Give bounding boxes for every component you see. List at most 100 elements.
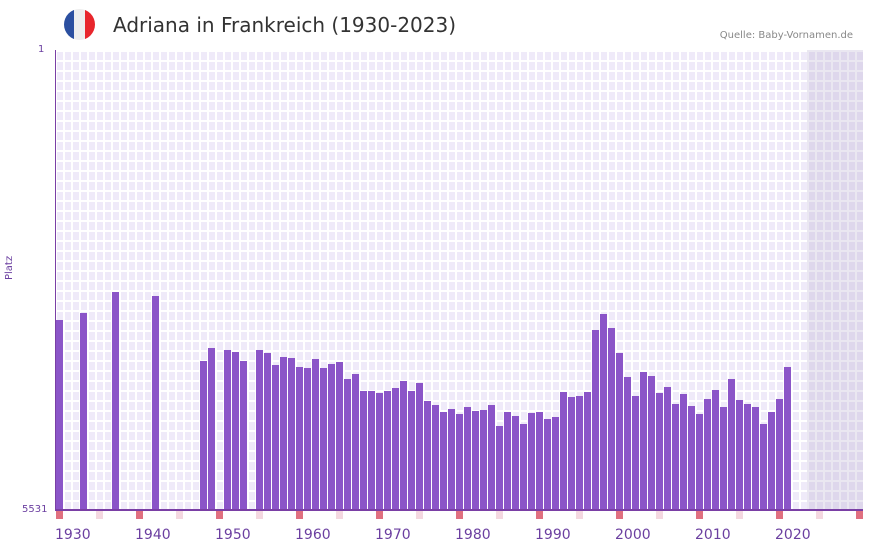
bar-1995[interactable] [576,395,583,510]
bar-1984[interactable] [488,404,495,510]
bar-1948[interactable] [200,360,207,510]
bar-1983[interactable] [480,410,487,510]
x-axis-line [55,509,863,511]
bar-1957[interactable] [272,364,279,510]
bar-2004[interactable] [648,375,655,510]
bar-1964[interactable] [328,363,335,510]
x-tick-1950 [216,511,223,519]
bar-2000[interactable] [616,352,623,510]
bar-1979[interactable] [448,409,455,510]
bar-2009[interactable] [688,405,695,510]
bar-1997[interactable] [592,329,599,510]
bar-2019[interactable] [768,412,775,510]
x-tick-1965 [336,511,343,519]
bar-1989[interactable] [528,413,535,510]
x-label-2000: 2000 [615,527,651,543]
bar-1975[interactable] [416,382,423,510]
x-tick-1955 [256,511,263,519]
bar-2015[interactable] [736,399,743,510]
bar-2010[interactable] [696,414,703,510]
bar-1967[interactable] [352,373,359,510]
bar-1988[interactable] [520,424,527,510]
bar-2007[interactable] [672,403,679,510]
bar-2003[interactable] [640,371,647,510]
x-tick-1940 [136,511,143,519]
bar-1977[interactable] [432,404,439,510]
x-tick-2015 [736,511,743,519]
bar-1959[interactable] [288,357,295,510]
x-tick-1970 [376,511,383,519]
bar-2001[interactable] [624,376,631,510]
bar-2005[interactable] [656,392,663,510]
bar-1961[interactable] [304,367,311,510]
bar-1937[interactable] [112,291,119,510]
bar-1980[interactable] [456,414,463,510]
bar-1930[interactable] [56,320,63,510]
bar-2018[interactable] [760,424,767,510]
x-label-1980: 1980 [455,527,491,543]
bar-1985[interactable] [496,426,503,510]
x-label-2020: 2020 [775,527,811,543]
bar-1949[interactable] [208,347,215,510]
bar-2021[interactable] [784,366,791,510]
bar-1996[interactable] [584,391,591,510]
x-tick-1930 [56,511,63,519]
bar-1958[interactable] [280,356,287,510]
bar-1999[interactable] [608,327,615,510]
bar-1953[interactable] [240,360,247,510]
bar-1942[interactable] [152,295,159,510]
bar-1933[interactable] [80,312,87,510]
bar-1960[interactable] [296,366,303,510]
y-tick-top: 1 [38,44,45,55]
bar-2002[interactable] [632,395,639,510]
bar-2008[interactable] [680,393,687,510]
bar-1971[interactable] [384,390,391,510]
bar-1994[interactable] [568,396,575,510]
bar-1998[interactable] [600,313,607,510]
bar-1966[interactable] [344,378,351,510]
bar-1991[interactable] [544,419,551,510]
bar-1993[interactable] [560,391,567,510]
bar-1987[interactable] [512,416,519,510]
bar-2017[interactable] [752,407,759,510]
bar-1976[interactable] [424,400,431,510]
bar-2011[interactable] [704,398,711,510]
x-tick-2000 [616,511,623,519]
x-label-1930: 1930 [55,527,91,543]
x-tick-2025 [816,511,823,519]
bar-2012[interactable] [712,389,719,510]
bar-1986[interactable] [504,412,511,510]
bar-2006[interactable] [664,386,671,510]
bar-2013[interactable] [720,407,727,510]
bar-1963[interactable] [320,367,327,510]
x-label-1970: 1970 [375,527,411,543]
bar-1970[interactable] [376,392,383,510]
bar-1951[interactable] [224,349,231,510]
bar-1973[interactable] [400,380,407,510]
bar-1992[interactable] [552,417,559,510]
bar-1955[interactable] [256,349,263,510]
x-tick-1960 [296,511,303,519]
bar-1972[interactable] [392,387,399,510]
bar-1962[interactable] [312,358,319,510]
bar-1974[interactable] [408,390,415,510]
bar-1968[interactable] [360,390,367,510]
bar-1952[interactable] [232,351,239,510]
bar-1956[interactable] [264,352,271,510]
bar-2020[interactable] [776,398,783,510]
x-label-1960: 1960 [295,527,331,543]
bar-1982[interactable] [472,411,479,510]
bar-2016[interactable] [744,403,751,510]
x-label-1950: 1950 [215,527,251,543]
bar-1965[interactable] [336,361,343,510]
x-tick-2020 [776,511,783,519]
bar-1981[interactable] [464,407,471,510]
bar-1990[interactable] [536,412,543,510]
y-axis-line [55,50,56,511]
x-label-1940: 1940 [135,527,171,543]
bar-1978[interactable] [440,412,447,510]
bar-1969[interactable] [368,390,375,510]
bar-2014[interactable] [728,378,735,510]
source-label: Quelle: Baby-Vornamen.de [719,30,853,41]
flag-stripe-red [84,9,95,40]
